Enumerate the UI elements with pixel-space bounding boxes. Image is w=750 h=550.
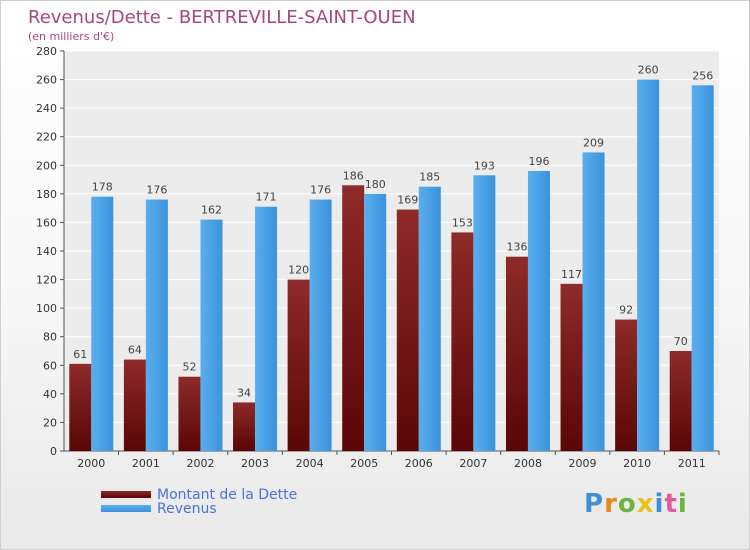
y-tick-label: 240 <box>36 102 57 115</box>
y-tick-label: 100 <box>36 302 57 315</box>
bar-revenus <box>527 171 550 451</box>
legend-swatch-dette <box>101 491 151 498</box>
data-label: 260 <box>638 64 659 77</box>
data-label: 193 <box>474 159 495 172</box>
bar-dette <box>69 363 92 451</box>
y-tick-label: 280 <box>36 45 57 58</box>
data-label: 34 <box>237 386 251 399</box>
bar-revenus <box>309 199 332 451</box>
bar-dette <box>396 209 419 451</box>
y-tick-label: 180 <box>36 188 57 201</box>
logo-letter: i <box>677 489 688 519</box>
y-tick-label: 220 <box>36 131 57 144</box>
bar-revenus <box>200 219 223 451</box>
bar-dette <box>233 402 256 451</box>
logo-letter: i <box>654 489 665 519</box>
data-label: 180 <box>365 178 386 191</box>
data-label: 120 <box>288 264 309 277</box>
data-label: 171 <box>256 191 277 204</box>
logo-letter: x <box>636 489 655 519</box>
bar-dette <box>287 279 310 451</box>
data-label: 162 <box>201 204 222 217</box>
bar-dette <box>178 376 201 451</box>
logo-letter: r <box>604 489 618 519</box>
bar-revenus <box>582 152 605 451</box>
y-tick-label: 20 <box>43 416 57 429</box>
bar-revenus <box>473 175 496 452</box>
data-label: 186 <box>343 169 364 182</box>
data-label: 153 <box>452 216 473 229</box>
y-tick-label: 160 <box>36 216 57 229</box>
bar-revenus <box>364 193 387 451</box>
bar-dette <box>451 232 474 451</box>
y-tick-label: 120 <box>36 274 57 287</box>
x-tick-label: 2005 <box>350 457 378 470</box>
bar-revenus <box>637 79 660 452</box>
legend-label-dette: Montant de la Dette <box>157 487 298 503</box>
bar-dette <box>615 319 638 451</box>
legend-label-revenus: Revenus <box>157 501 217 517</box>
x-tick-label: 2009 <box>569 457 597 470</box>
x-tick-label: 2001 <box>132 457 160 470</box>
x-tick-label: 2000 <box>77 457 105 470</box>
data-label: 117 <box>561 268 582 281</box>
bar-revenus <box>145 199 168 451</box>
bar-revenus <box>418 186 441 451</box>
bar-dette <box>342 185 365 452</box>
bar-revenus <box>91 196 114 451</box>
x-tick-label: 2010 <box>623 457 651 470</box>
data-label: 185 <box>419 171 440 184</box>
data-label: 136 <box>506 241 527 254</box>
x-tick-label: 2002 <box>186 457 214 470</box>
legend-swatch-revenus <box>101 505 151 512</box>
logo-letter: t <box>664 489 678 519</box>
proxiti-logo: Proxiti <box>584 489 688 519</box>
data-label: 64 <box>128 344 142 357</box>
data-label: 256 <box>692 69 713 82</box>
data-label: 52 <box>182 361 196 374</box>
data-label: 209 <box>583 136 604 149</box>
y-tick-label: 60 <box>43 359 57 372</box>
data-label: 92 <box>619 304 633 317</box>
y-tick-label: 260 <box>36 74 57 87</box>
data-label: 176 <box>146 184 167 197</box>
bar-dette <box>123 359 146 451</box>
y-tick-label: 0 <box>50 445 57 458</box>
x-tick-label: 2003 <box>241 457 269 470</box>
x-tick-label: 2007 <box>459 457 487 470</box>
chart-subtitle: (en milliers d'€) <box>28 30 115 43</box>
data-label: 61 <box>73 348 87 361</box>
bar-dette <box>669 351 692 451</box>
data-label: 176 <box>310 184 331 197</box>
y-tick-label: 200 <box>36 159 57 172</box>
bar-dette <box>505 256 528 451</box>
x-tick-label: 2006 <box>405 457 433 470</box>
logo-letter: o <box>617 489 637 519</box>
data-label: 178 <box>92 181 113 194</box>
bar-dette <box>560 283 583 451</box>
y-tick-label: 140 <box>36 245 57 258</box>
x-tick-label: 2011 <box>678 457 706 470</box>
logo-letter: P <box>584 489 605 519</box>
bar-revenus <box>691 85 714 452</box>
chart-title: Revenus/Dette - BERTREVILLE-SAINT-OUEN <box>28 7 416 28</box>
data-label: 196 <box>528 155 549 168</box>
y-tick-label: 40 <box>43 388 57 401</box>
y-tick-label: 80 <box>43 331 57 344</box>
data-label: 70 <box>674 335 688 348</box>
x-tick-label: 2008 <box>514 457 542 470</box>
x-tick-label: 2004 <box>296 457 324 470</box>
bar-revenus <box>255 206 278 451</box>
data-label: 169 <box>397 194 418 207</box>
